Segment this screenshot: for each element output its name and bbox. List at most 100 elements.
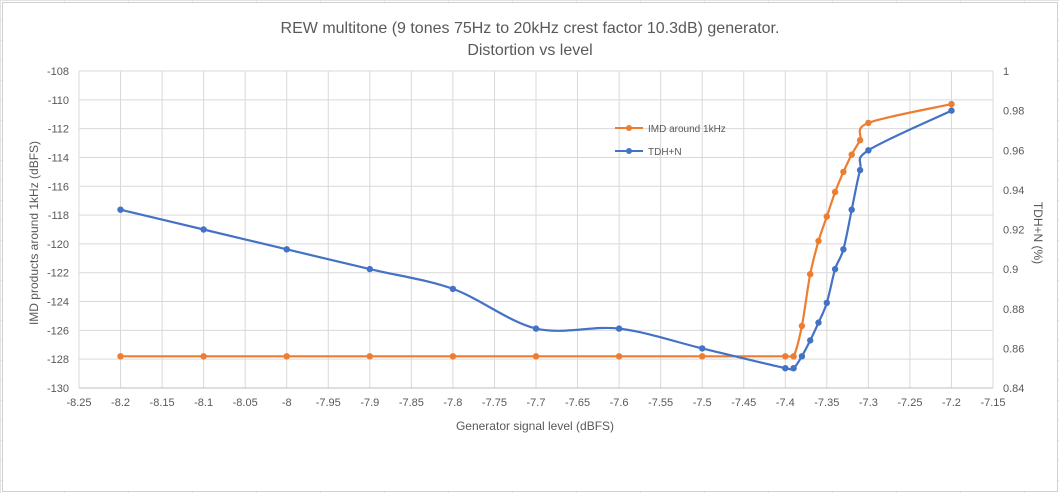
y-tick-label: -110 [48, 95, 69, 107]
y-tick-label: -122 [47, 268, 69, 280]
data-point-tdhn [782, 365, 789, 372]
data-point-tdhn [790, 365, 797, 372]
data-point-tdhn [532, 325, 540, 332]
x-tick-label: -7.35 [814, 397, 839, 409]
y2-tick-label: 0.84 [1003, 383, 1024, 395]
data-point-imd [823, 213, 830, 220]
data-point-imd [840, 168, 847, 176]
x-tick-label: -7.85 [399, 397, 424, 409]
data-point-imd [615, 353, 623, 360]
x-tick-label: -7.5 [693, 397, 712, 409]
legend-label-imd: IMD around 1kHz [648, 124, 726, 135]
x-tick-label: -8.05 [233, 397, 258, 409]
data-point-imd [699, 353, 706, 360]
x-tick-label: -7.9 [360, 397, 379, 409]
y2-tick-label: 0.88 [1003, 304, 1024, 316]
series-lines [117, 100, 955, 372]
data-point-imd [366, 353, 373, 360]
y-tick-label: -116 [48, 181, 69, 193]
x-tick-label: -7.55 [648, 397, 673, 409]
data-point-tdhn [815, 319, 822, 326]
chart-title: REW multitone (9 tones 75Hz to 20kHz cre… [281, 20, 780, 37]
data-point-tdhn [366, 265, 373, 273]
x-tick-label: -7.7 [527, 397, 546, 409]
y-tick-label: -128 [47, 354, 69, 366]
x-tick-label: -7.8 [443, 397, 462, 409]
x-tick-label: -8.2 [111, 397, 130, 409]
data-point-imd [532, 353, 540, 360]
data-point-tdhn [831, 265, 839, 273]
legend: IMD around 1kHz TDH+N [615, 124, 726, 158]
data-point-imd [948, 100, 955, 108]
y2-tick-label: 0.98 [1003, 106, 1024, 118]
data-point-imd [117, 353, 124, 360]
data-point-imd [283, 353, 290, 360]
y-tick-label: -130 [47, 383, 69, 395]
gridlines [78, 70, 994, 389]
x-tick-label: -7.6 [610, 397, 629, 409]
tick-labels: -8.25 -8.2 -8.15 -8.1 -8.05 -8 -7.95 -7.9 -7.85 -… [47, 66, 1024, 409]
x-tick-label: -7.15 [980, 397, 1005, 409]
x-tick-label: -7.2 [942, 397, 961, 409]
legend-label-tdhn: TDH+N [648, 147, 682, 158]
x-tick-label: -7.3 [859, 397, 878, 409]
data-point-tdhn [848, 206, 855, 213]
data-point-tdhn [200, 226, 207, 233]
y-axis-title: IMD products around 1kHz (dBFS) [27, 141, 41, 325]
x-tick-label: -7.4 [776, 397, 795, 409]
data-point-imd [831, 188, 839, 196]
data-point-imd [782, 353, 789, 360]
legend-marker-tdhn [626, 148, 632, 154]
data-point-imd [848, 151, 855, 158]
x-tick-label: -7.25 [897, 397, 922, 409]
data-point-imd [856, 137, 864, 144]
data-point-tdhn [699, 345, 706, 352]
data-point-tdhn [283, 246, 290, 253]
x-tick-label: -8.25 [66, 397, 91, 409]
data-point-tdhn [856, 166, 864, 174]
data-point-tdhn [807, 337, 814, 344]
y2-tick-label: 0.94 [1003, 185, 1024, 197]
data-point-imd [865, 119, 872, 127]
y2-tick-label: 0.96 [1003, 145, 1024, 157]
data-point-imd [200, 353, 207, 360]
chart-subtitle: Distortion vs level [467, 42, 592, 59]
y2-tick-label: 1 [1003, 66, 1009, 78]
data-point-tdhn [798, 353, 806, 360]
legend-marker-imd [626, 125, 632, 131]
data-point-tdhn [615, 325, 623, 332]
data-point-imd [790, 353, 797, 360]
data-point-imd [807, 271, 814, 278]
y2-axis-title: TDH+N (%) [1031, 202, 1045, 264]
y-tick-label: -112 [48, 124, 69, 136]
x-tick-label: -7.75 [482, 397, 507, 409]
y-tick-label: -118 [48, 210, 69, 222]
data-point-tdhn [117, 206, 124, 213]
data-point-tdhn [948, 107, 955, 114]
y-tick-label: -114 [48, 152, 69, 164]
data-point-tdhn [823, 299, 830, 306]
y2-tick-label: 0.9 [1003, 264, 1018, 276]
y-tick-label: -108 [47, 66, 69, 78]
y2-tick-label: 0.92 [1003, 225, 1024, 237]
data-point-tdhn [865, 147, 872, 154]
data-point-tdhn [449, 285, 457, 293]
x-tick-label: -7.45 [731, 397, 756, 409]
y-tick-label: -120 [47, 239, 69, 251]
y-tick-label: -126 [47, 325, 69, 337]
data-point-tdhn [840, 246, 847, 253]
x-tick-label: -8 [282, 397, 292, 409]
x-tick-label: -8.15 [150, 397, 175, 409]
x-axis-title: Generator signal level (dBFS) [456, 419, 614, 433]
data-point-imd [798, 322, 806, 330]
data-point-imd [815, 237, 822, 245]
x-tick-label: -7.65 [565, 397, 590, 409]
y2-tick-label: 0.86 [1003, 343, 1024, 355]
data-point-imd [449, 353, 457, 360]
y-tick-label: -124 [47, 297, 69, 309]
x-tick-label: -8.1 [194, 397, 213, 409]
x-tick-label: -7.95 [316, 397, 341, 409]
line-chart: REW multitone (9 tones 75Hz to 20kHz cre… [27, 20, 1045, 433]
